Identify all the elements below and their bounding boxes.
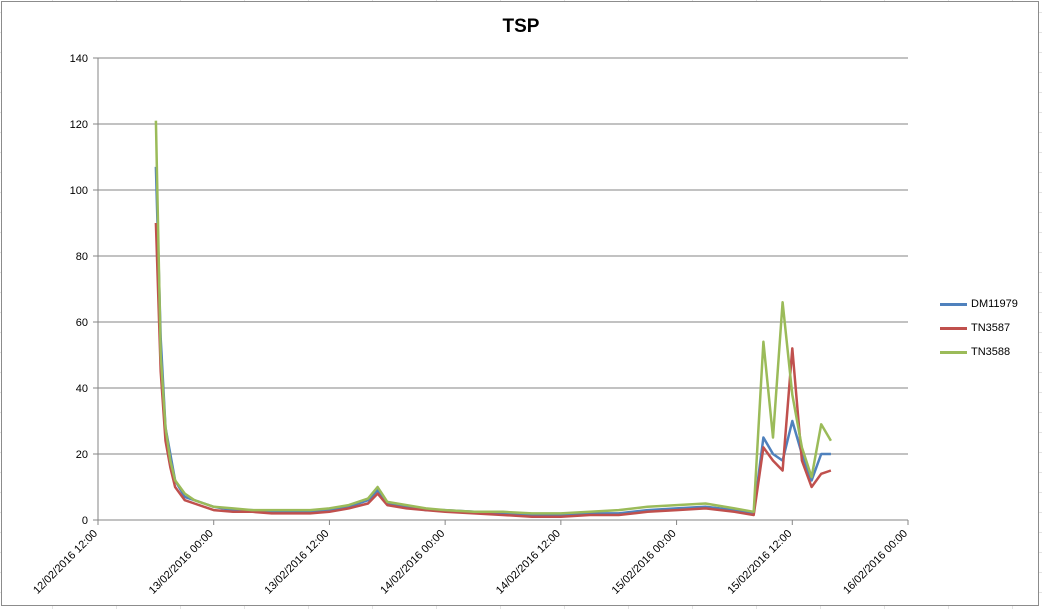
y-tick-label: 40 <box>76 383 88 395</box>
x-tick-label: 12/02/2016 12:00 <box>31 528 100 597</box>
series-line-dm11979 <box>154 166 831 517</box>
y-tick-label: 20 <box>76 449 88 461</box>
series-line-tn3588 <box>154 120 832 515</box>
x-axis-tick-labels: 12/02/2016 12:00 13/02/2016 00:00 13/02/20… <box>31 528 910 597</box>
legend-swatch <box>940 302 967 306</box>
legend-item: DM11979 <box>940 292 1018 316</box>
legend-label: TN3587 <box>971 322 1011 334</box>
y-axis-tick-labels: 0 20 40 60 80 100 120 140 <box>70 53 88 527</box>
x-tick-label: 14/02/2016 00:00 <box>378 528 447 597</box>
y-tick-label: 80 <box>76 251 88 263</box>
chart-legend: DM11979 TN3587 TN3588 <box>940 292 1018 364</box>
legend-label: DM11979 <box>971 298 1018 310</box>
y-tick-label: 60 <box>76 317 88 329</box>
x-tick-label: 15/02/2016 00:00 <box>610 528 679 597</box>
legend-item: TN3587 <box>940 316 1018 340</box>
series-line-tn3587 <box>154 222 832 518</box>
legend-label: TN3588 <box>971 346 1011 358</box>
x-tick-label: 14/02/2016 12:00 <box>494 528 563 597</box>
legend-swatch <box>940 350 967 354</box>
x-tick-label: 13/02/2016 12:00 <box>263 528 332 597</box>
gridlines <box>93 57 909 525</box>
legend-swatch <box>940 326 967 330</box>
y-tick-label: 140 <box>70 53 88 65</box>
chart-title: TSP <box>502 16 540 37</box>
y-tick-label: 120 <box>70 119 88 131</box>
y-tick-label: 100 <box>70 185 88 197</box>
x-tick-label: 16/02/2016 00:00 <box>841 528 910 597</box>
y-tick-label: 0 <box>82 515 88 527</box>
x-tick-label: 15/02/2016 12:00 <box>725 528 794 597</box>
series-lines <box>154 120 832 518</box>
x-tick-label: 13/02/2016 00:00 <box>147 528 216 597</box>
legend-item: TN3588 <box>940 340 1018 364</box>
